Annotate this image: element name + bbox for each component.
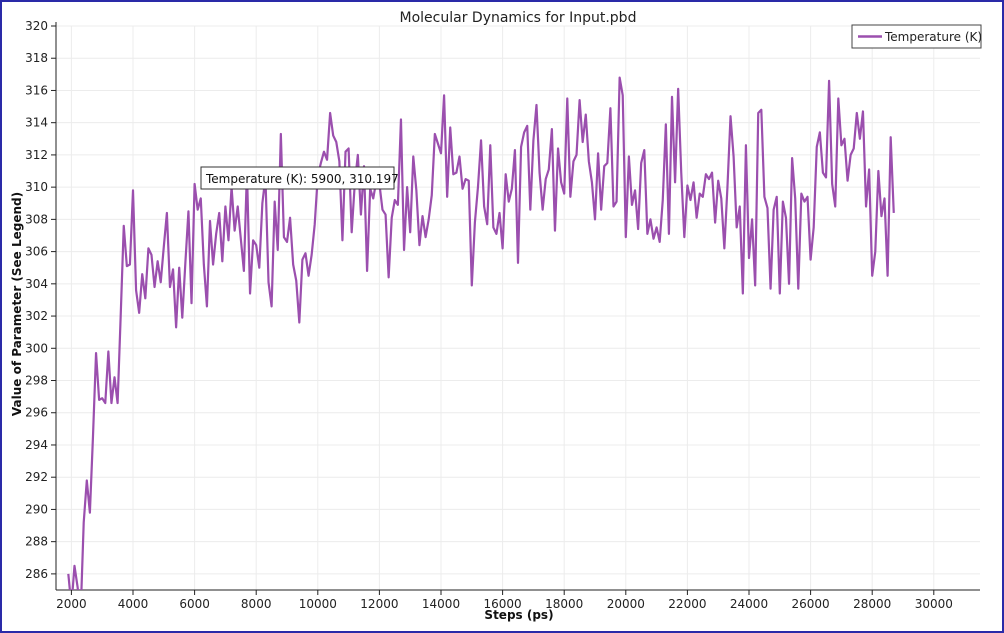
x-tick-label: 18000 [545,597,583,611]
grid-lines [56,25,980,590]
chart-title: Molecular Dynamics for Input.pbd [400,10,637,26]
x-tick-label: 14000 [422,597,460,611]
y-tick-label: 304 [25,277,48,291]
y-tick-label: 298 [25,374,48,388]
tooltip-box [200,166,395,190]
y-tick-label: 296 [25,406,48,420]
y-axis-ticks: 286 288 290 292 294 296 298 300 302 304 306 308 310 3… [25,19,56,581]
y-tick-label: 314 [25,116,48,130]
legend-box [851,24,982,49]
tooltip-text: Temperature (K): 5900, 310.197 [205,172,399,186]
y-tick-label: 288 [25,535,48,549]
x-tick-label: 28000 [853,597,891,611]
y-tick-label: 302 [25,309,48,323]
x-axis-label: Steps (ps) [484,608,553,622]
x-tick-label: 2000 [56,597,87,611]
y-tick-label: 292 [25,470,48,484]
x-tick-label: 6000 [179,597,210,611]
legend-label: Temperature (K) [884,30,982,44]
x-tick-label: 24000 [730,597,768,611]
tooltip: Temperature (K): 5900, 310.197 [200,166,399,190]
y-tick-label: 306 [25,245,48,259]
x-tick-label: 4000 [118,597,149,611]
y-tick-label: 312 [25,148,48,162]
x-tick-label: 20000 [607,597,645,611]
x-tick-label: 30000 [915,597,953,611]
y-tick-label: 318 [25,51,48,65]
y-tick-label: 286 [25,567,48,581]
x-tick-label: 22000 [668,597,706,611]
y-tick-label: 320 [25,19,48,33]
x-tick-label: 10000 [299,597,337,611]
series-layer [67,76,895,615]
x-tick-label: 12000 [360,597,398,611]
y-tick-label: 310 [25,180,48,194]
x-axis-ticks: 2000 4000 6000 8000 10000 12000 14000 16000 1800… [56,590,953,611]
y-axis-label: Value of Parameter (See Legend) [10,192,24,416]
x-tick-label: 16000 [484,597,522,611]
x-tick-label: 26000 [792,597,830,611]
y-tick-label: 300 [25,341,48,355]
y-tick-label: 316 [25,83,48,97]
x-tick-label: 8000 [241,597,272,611]
series-line-temperature[interactable] [67,76,895,615]
y-tick-label: 290 [25,502,48,516]
axes [55,22,980,591]
y-tick-label: 308 [25,212,48,226]
legend[interactable]: Temperature (K) [851,24,982,49]
y-tick-label: 294 [25,438,48,452]
